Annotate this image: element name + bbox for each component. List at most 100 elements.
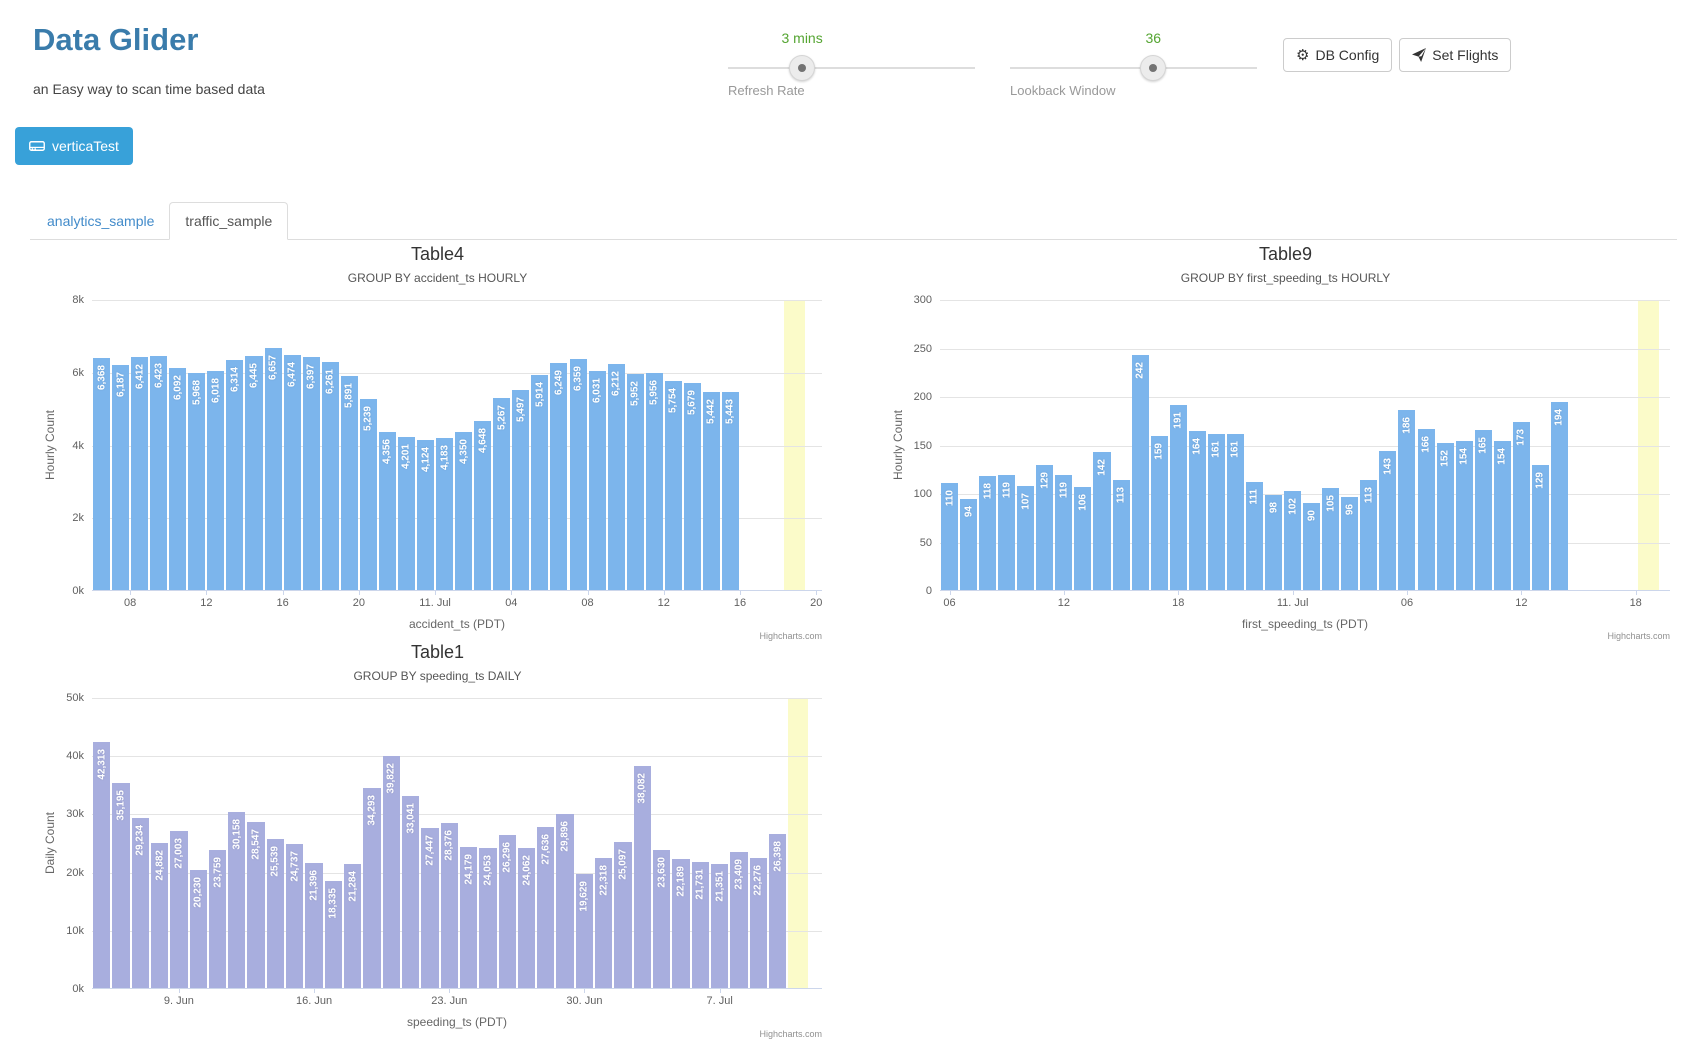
bar: 118 (979, 475, 997, 590)
y-axis-tick-label: 150 (913, 439, 932, 452)
y-axis-tick-label: 300 (913, 294, 932, 306)
bar-value-label: 242 (1134, 362, 1146, 379)
bar: 129 (1531, 464, 1549, 590)
bar-value-label: 6,031 (591, 377, 603, 403)
y-axis-tick-label: 6k (72, 366, 84, 379)
tab-analytics-sample[interactable]: analytics_sample (47, 213, 155, 229)
bar: 119 (998, 474, 1016, 590)
bar-value-label: 106 (1077, 494, 1089, 511)
bar-value-label: 42,313 (96, 748, 108, 780)
bar-value-label: 4,648 (477, 427, 489, 453)
bar: 5,443 (721, 392, 740, 590)
bar-value-label: 6,368 (96, 365, 108, 391)
bar: 18,335 (324, 881, 343, 988)
bar: 38,082 (633, 766, 652, 988)
lookback-window-slider-track[interactable] (1010, 67, 1257, 69)
bar: 194 (1550, 401, 1568, 590)
bar-value-label: 4,124 (420, 447, 432, 473)
bar: 164 (1188, 430, 1206, 590)
refresh-rate-slider-track[interactable] (728, 67, 975, 69)
bar-value-label: 119 (1058, 481, 1070, 498)
highcharts-credit-link[interactable]: Highcharts.com (1607, 631, 1670, 641)
bar-value-label: 154 (1496, 447, 1508, 465)
bar-value-label: 191 (1172, 411, 1184, 429)
bar-value-label: 26,296 (501, 841, 513, 873)
vertica-test-button[interactable]: verticaTest (15, 127, 133, 165)
table-tabs: analytics_sample traffic_sample (30, 198, 1677, 240)
x-axis-tick (719, 988, 721, 993)
x-axis-tick (1406, 590, 1408, 595)
bar-value-label: 159 (1153, 442, 1165, 460)
paper-plane-icon (1412, 48, 1427, 62)
highcharts-credit-link[interactable]: Highcharts.com (759, 1029, 822, 1039)
db-config-button[interactable]: ⚙ DB Config (1283, 38, 1393, 72)
plot-band (1637, 300, 1659, 590)
x-axis-tick (435, 590, 437, 595)
gridline (92, 300, 822, 301)
page-subtitle: an Easy way to scan time based data (33, 81, 265, 97)
lookback-window-slider-handle[interactable] (1140, 55, 1167, 81)
bar-value-label: 6,314 (229, 367, 241, 393)
bar: 28,376 (440, 822, 458, 988)
bar-value-label: 26,398 (772, 841, 784, 872)
bar-value-label: 161 (1210, 440, 1222, 458)
chart-table1: Table1 GROUP BY speeding_ts DAILY Daily … (30, 628, 845, 1039)
x-axis-tick (130, 590, 132, 595)
bar: 24,737 (286, 844, 304, 988)
x-axis-tick (314, 988, 316, 993)
bar-value-label: 166 (1420, 435, 1432, 453)
plot-area: 50k 40k 30k 20k 10k 0k 42,313 35,195 29,234 24,88… (66, 692, 822, 1007)
bar-value-label: 4,201 (400, 444, 412, 470)
bar: 165 (1474, 429, 1492, 590)
bar-value-label: 19,629 (578, 880, 590, 912)
bar-value-label: 129 (1534, 471, 1546, 489)
bar-value-label: 118 (982, 482, 994, 499)
tab-traffic-sample[interactable]: traffic_sample (169, 202, 289, 240)
bar: 143 (1379, 451, 1397, 590)
bar-value-label: 5,497 (515, 397, 527, 423)
bar-value-label: 25,539 (269, 846, 281, 877)
bar-value-label: 107 (1020, 493, 1032, 510)
chart-table4: Table4 GROUP BY accident_ts HOURLY Hourl… (30, 230, 845, 641)
bar: 5,442 (702, 392, 720, 590)
bar: 113 (1112, 480, 1130, 590)
x-axis-tick (1063, 590, 1065, 595)
bar: 22,276 (749, 858, 767, 988)
bar: 4,648 (474, 420, 492, 590)
bar: 4,201 (397, 437, 415, 590)
bar-value-label: 6,412 (134, 363, 146, 389)
refresh-rate-slider-handle[interactable] (789, 55, 816, 81)
x-axis-tick (949, 590, 951, 595)
x-axis-tick (511, 590, 513, 595)
bar-value-label: 111 (1248, 489, 1260, 505)
bar: 4,183 (436, 437, 454, 590)
x-axis-tick (663, 590, 665, 595)
bar: 29,234 (131, 817, 149, 988)
gridline (940, 494, 1670, 495)
bar: 27,447 (421, 828, 439, 988)
set-flights-button[interactable]: Set Flights (1399, 38, 1512, 72)
bar-value-label: 27,003 (173, 837, 185, 869)
bar: 25,097 (614, 841, 632, 988)
bar-value-label: 39,822 (385, 763, 397, 794)
bar: 173 (1512, 422, 1530, 590)
bar-value-label: 23,409 (733, 858, 745, 890)
bar-value-label: 4,356 (381, 438, 393, 464)
bar: 22,318 (595, 858, 613, 988)
bar: 186 (1398, 409, 1416, 590)
bar: 106 (1074, 487, 1092, 590)
page-title: Data Glider (33, 22, 199, 57)
highcharts-credit-link[interactable]: Highcharts.com (759, 631, 822, 641)
chart-subtitle: GROUP BY accident_ts HOURLY (347, 271, 528, 285)
bar: 23,759 (208, 849, 227, 988)
bar-value-label: 143 (1382, 458, 1394, 475)
chart-title: Table9 (1258, 244, 1313, 264)
bar-value-label: 6,018 (210, 378, 222, 404)
bar-value-label: 6,423 (153, 363, 165, 389)
bar: 166 (1417, 428, 1435, 590)
chart-title: Table4 (410, 244, 465, 264)
bar: 21,351 (710, 863, 729, 988)
bar: 5,891 (340, 375, 358, 590)
y-axis-tick-label: 50 (919, 536, 932, 549)
hard-drive-icon (29, 138, 45, 154)
